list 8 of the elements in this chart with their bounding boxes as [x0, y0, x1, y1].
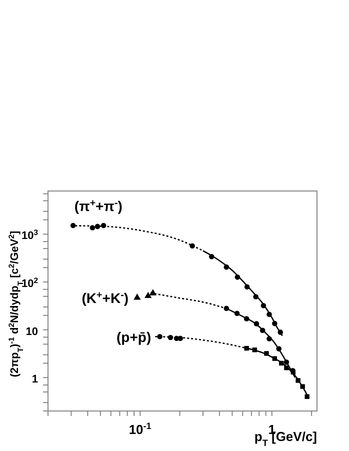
y-tick-label: 10$^{2}$: [21, 275, 38, 290]
y-tick-label: 10: [26, 326, 38, 338]
series-label: (K$^{+}$+K$^{-}$): [82, 290, 129, 306]
x-tick-label: 10$^{-1}$: [128, 421, 152, 437]
series-label: (π$^{+}$+π$^{-}$): [74, 197, 122, 214]
y-tick-label: 10$^{3}$: [21, 228, 38, 242]
y-tick-label: 1: [32, 374, 38, 386]
series-label: (p+p̄): [116, 328, 152, 345]
